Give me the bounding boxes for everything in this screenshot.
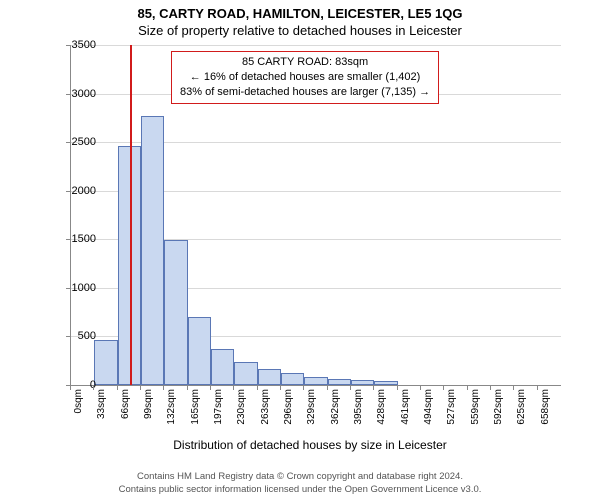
x-tick-mark — [373, 385, 374, 390]
x-tick-mark — [163, 385, 164, 390]
x-tick-mark — [140, 385, 141, 390]
footer-line1: Contains HM Land Registry data © Crown c… — [0, 471, 600, 483]
x-tick-mark — [513, 385, 514, 390]
x-tick-mark — [187, 385, 188, 390]
x-tick-label: 559sqm — [470, 389, 481, 439]
x-tick-mark — [443, 385, 444, 390]
y-tick-label: 3500 — [56, 39, 96, 51]
footer-attribution: Contains HM Land Registry data © Crown c… — [0, 471, 600, 496]
x-tick-label: 527sqm — [446, 389, 457, 439]
x-tick-label: 461sqm — [400, 389, 411, 439]
histogram-bar — [211, 349, 234, 385]
histogram-bar — [328, 379, 351, 385]
x-tick-label: 197sqm — [213, 389, 224, 439]
x-tick-mark — [70, 385, 71, 390]
histogram-bar — [141, 116, 164, 385]
x-tick-mark — [537, 385, 538, 390]
histogram-bar — [188, 317, 211, 385]
x-tick-mark — [490, 385, 491, 390]
y-tick-label: 2500 — [56, 136, 96, 148]
y-tick-label: 3000 — [56, 88, 96, 100]
x-tick-mark — [93, 385, 94, 390]
property-marker-line — [130, 45, 132, 385]
y-tick-label: 1500 — [56, 233, 96, 245]
x-tick-label: 329sqm — [306, 389, 317, 439]
annotation-line3: 83% of semi-detached houses are larger (… — [180, 85, 430, 100]
x-tick-mark — [420, 385, 421, 390]
histogram-bar — [304, 377, 327, 385]
y-tick-label: 500 — [56, 330, 96, 342]
footer-line2: Contains public sector information licen… — [0, 484, 600, 496]
x-tick-mark — [467, 385, 468, 390]
x-tick-label: 66sqm — [120, 389, 131, 439]
x-tick-label: 230sqm — [236, 389, 247, 439]
annotation-box: 85 CARTY ROAD: 83sqm← 16% of detached ho… — [171, 51, 439, 104]
histogram-bar — [281, 373, 304, 385]
x-tick-label: 362sqm — [330, 389, 341, 439]
annotation-line2: ← 16% of detached houses are smaller (1,… — [180, 70, 430, 85]
x-axis-title: Distribution of detached houses by size … — [50, 438, 570, 452]
plot-area: 85 CARTY ROAD: 83sqm← 16% of detached ho… — [70, 45, 561, 386]
x-tick-label: 395sqm — [353, 389, 364, 439]
x-tick-mark — [303, 385, 304, 390]
y-tick-label: 2000 — [56, 185, 96, 197]
x-tick-label: 296sqm — [283, 389, 294, 439]
x-tick-mark — [397, 385, 398, 390]
x-tick-mark — [210, 385, 211, 390]
x-tick-mark — [350, 385, 351, 390]
x-tick-label: 0sqm — [73, 389, 84, 439]
x-tick-mark — [327, 385, 328, 390]
x-tick-label: 658sqm — [540, 389, 551, 439]
x-tick-label: 494sqm — [423, 389, 434, 439]
x-tick-label: 99sqm — [143, 389, 154, 439]
x-tick-label: 428sqm — [376, 389, 387, 439]
histogram-bar — [94, 340, 117, 385]
x-tick-label: 165sqm — [190, 389, 201, 439]
histogram-bar — [374, 381, 397, 385]
x-tick-label: 132sqm — [166, 389, 177, 439]
histogram-bar — [258, 369, 281, 385]
x-tick-mark — [280, 385, 281, 390]
histogram-bar — [164, 240, 187, 385]
annotation-line1: 85 CARTY ROAD: 83sqm — [180, 55, 430, 70]
histogram-chart: Number of detached properties 85 CARTY R… — [50, 45, 570, 415]
x-tick-mark — [233, 385, 234, 390]
grid-line — [71, 45, 561, 46]
histogram-bar — [234, 362, 257, 385]
x-tick-label: 625sqm — [516, 389, 527, 439]
x-tick-label: 592sqm — [493, 389, 504, 439]
page-title: 85, CARTY ROAD, HAMILTON, LEICESTER, LE5… — [0, 0, 600, 21]
x-tick-label: 263sqm — [260, 389, 271, 439]
x-tick-mark — [257, 385, 258, 390]
histogram-bar — [351, 380, 374, 385]
x-tick-mark — [117, 385, 118, 390]
page-subtitle: Size of property relative to detached ho… — [0, 21, 600, 38]
x-tick-label: 33sqm — [96, 389, 107, 439]
y-tick-label: 1000 — [56, 282, 96, 294]
